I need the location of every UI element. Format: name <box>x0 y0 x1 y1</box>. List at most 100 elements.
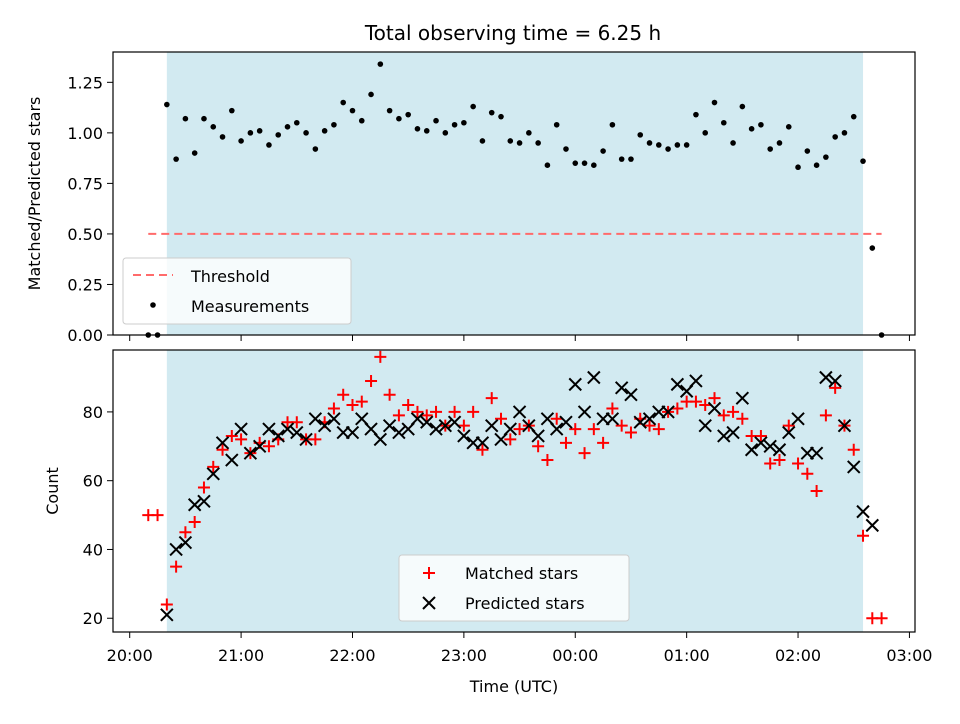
time-x-tick-label: 01:00 <box>664 646 710 665</box>
matched-star-point <box>495 412 508 425</box>
matched-star-point <box>652 423 665 436</box>
matched-star-point <box>754 429 767 442</box>
predicted-star-point <box>280 422 295 436</box>
measurement-point <box>656 142 662 148</box>
matched-star-point <box>485 392 498 405</box>
measurement-point <box>368 91 374 98</box>
legend-matched-swatch <box>423 567 435 579</box>
predicted-star-point <box>568 377 582 392</box>
predicted-star-point <box>457 429 471 443</box>
measurement-point <box>479 138 486 144</box>
predicted-star-point <box>726 425 740 440</box>
measurement-point <box>804 148 811 154</box>
matched-star-point <box>327 402 340 415</box>
ratio-y-axis-label: Matched/Predicted stars <box>25 97 44 291</box>
matched-star-point <box>717 409 730 422</box>
predicted-star-point <box>392 425 406 440</box>
ratio-legend-box <box>122 257 352 325</box>
predicted-star-point <box>633 415 647 429</box>
predicted-star-point <box>243 446 258 460</box>
measurement-point <box>405 111 411 118</box>
predicted-star-point <box>698 418 712 433</box>
predicted-star-point <box>754 436 768 450</box>
predicted-star-point <box>178 535 193 550</box>
count-y-tick-label: 60 <box>83 472 103 491</box>
measurement-point <box>256 128 263 134</box>
measurement-point <box>461 119 467 126</box>
measurement-point <box>869 245 876 251</box>
measurement-point <box>776 140 783 146</box>
measurement-point <box>488 109 495 116</box>
measurement-point <box>758 121 764 128</box>
measurement-point <box>832 134 838 140</box>
measurement-point <box>293 119 300 126</box>
count-x-ticks: 20:00 21:00 22:00 23:00 00:00 01:00 02:00 03:00 <box>107 632 932 665</box>
count-legend-box <box>398 554 630 622</box>
measurement-point <box>451 121 458 128</box>
count-y-tick-label: 20 <box>83 609 103 628</box>
legend-predicted-label: Predicted stars <box>465 594 585 613</box>
predicted-star-point <box>642 412 657 426</box>
predicted-star-point <box>420 415 434 429</box>
ratio-panel: 0.00 0.25 0.50 0.75 1.00 1.25 Matched/Predict… <box>25 51 916 345</box>
matched-star-point <box>151 509 164 522</box>
matched-star-point <box>448 405 461 418</box>
measurement-point <box>284 123 291 130</box>
predicted-star-point <box>317 418 332 433</box>
legend-measurements-swatch <box>150 302 156 308</box>
predicted-star-point <box>429 422 443 436</box>
measurement-point <box>470 103 476 110</box>
predicted-star-point <box>624 387 638 402</box>
measurement-point <box>702 130 709 136</box>
matched-star-point <box>207 460 220 473</box>
measurement-point <box>340 99 347 106</box>
chart-title: Total observing time = 6.25 h <box>364 21 661 45</box>
measurement-point <box>637 132 644 138</box>
predicted-star-point <box>308 412 323 426</box>
measurement-point <box>563 146 569 152</box>
time-x-tick-label: 00:00 <box>552 646 598 665</box>
matched-star-point <box>587 423 600 436</box>
predicted-star-point <box>290 425 304 440</box>
measurement-point <box>164 101 170 108</box>
measurement-point <box>173 156 179 162</box>
measurement-point <box>498 113 504 120</box>
measurement-point <box>730 140 736 146</box>
matched-star-point <box>346 399 359 412</box>
predicted-star-point <box>661 405 675 419</box>
measurement-point <box>442 130 449 136</box>
ratio-y-tick-label: 1.25 <box>67 73 103 92</box>
predicted-star-point <box>614 381 629 395</box>
predicted-star-point <box>197 494 211 509</box>
count-plot-frame <box>112 349 916 633</box>
matched-star-point <box>875 612 888 625</box>
matched-star-point <box>643 419 656 432</box>
measurement-point <box>823 154 829 160</box>
time-x-tick-label: 21:00 <box>218 646 264 665</box>
predicted-star-point <box>763 439 777 454</box>
measurement-point <box>312 146 319 152</box>
measurement-point <box>628 156 634 162</box>
measurement-point <box>201 115 207 122</box>
matched-star-point <box>420 409 433 422</box>
measurement-point <box>553 121 560 128</box>
predicted-star-point <box>485 418 499 433</box>
time-x-tick-label: 23:00 <box>441 646 487 665</box>
matched-star-point <box>402 399 415 412</box>
predicted-star-point <box>345 425 360 440</box>
measurement-point <box>748 126 755 132</box>
measurement-point <box>433 117 439 124</box>
predicted-star-point <box>447 415 462 429</box>
measurement-point <box>795 164 801 171</box>
measurement-point <box>572 160 579 166</box>
predicted-star-point <box>559 415 573 429</box>
time-x-axis-label: Time (UTC) <box>469 677 558 696</box>
ratio-y-tick-label: 0.25 <box>67 275 103 294</box>
measurement-point <box>544 162 551 168</box>
matched-star-point <box>532 440 545 453</box>
count-y-tick-label: 40 <box>83 540 103 559</box>
measurement-point <box>210 123 217 130</box>
predicted-star-point <box>475 436 490 450</box>
matched-star-point <box>773 454 786 467</box>
matched-star-point <box>383 388 396 401</box>
